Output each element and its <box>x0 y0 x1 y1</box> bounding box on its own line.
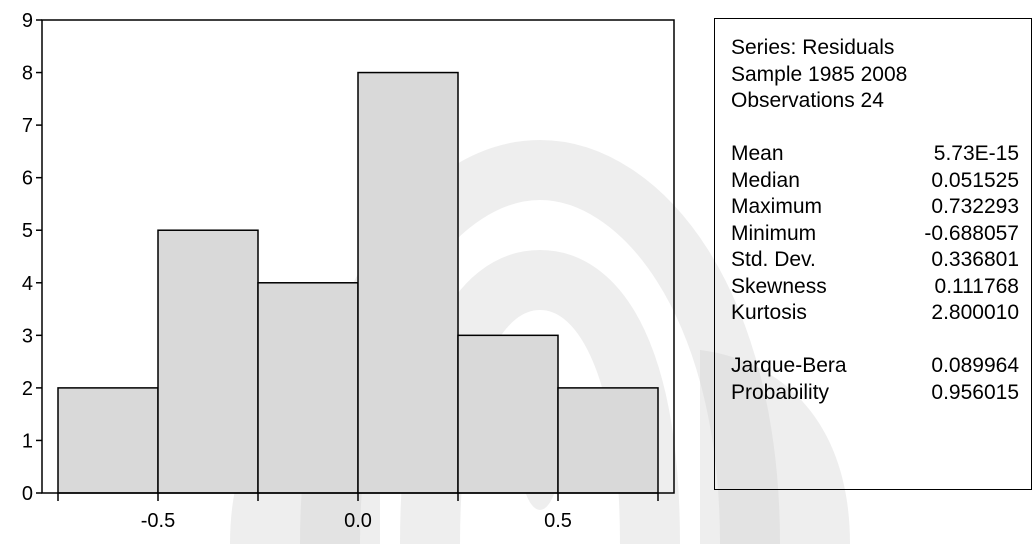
histogram-bar <box>557 387 659 494</box>
x-axis: -0.5 0.0 0.5 <box>57 493 659 532</box>
stat-label: Std. Dev. <box>731 248 816 271</box>
y-tick-label: 6 <box>22 168 33 190</box>
spacer <box>731 327 1019 354</box>
stat-row-maximum: Maximum 0.732293 <box>731 194 1019 221</box>
stat-value: 0.111768 <box>934 274 1019 298</box>
histogram-chart: 0 1 2 3 4 5 6 7 8 9 -0.5 0.0 0.5 <box>22 10 675 532</box>
stat-label: Mean <box>731 142 784 165</box>
y-tick-label: 2 <box>22 378 33 400</box>
stat-row-std-dev: Std. Dev. 0.336801 <box>731 247 1019 274</box>
y-tick-label: 4 <box>22 273 33 295</box>
spacer <box>731 115 1019 142</box>
stat-value: 0.732293 <box>931 195 1019 218</box>
stat-label: Median <box>731 168 800 192</box>
stat-label: Skewness <box>731 274 827 298</box>
stat-value: 2.800010 <box>931 301 1019 324</box>
y-tick-label: 5 <box>22 220 33 242</box>
stat-value: 0.089964 <box>931 354 1019 377</box>
stat-row-skewness: Skewness 0.111768 <box>731 274 1019 301</box>
stat-row-median: Median 0.051525 <box>731 168 1019 195</box>
y-tick-label: 3 <box>22 325 33 347</box>
stats-panel: Series: Residuals Sample 1985 2008 Obser… <box>714 18 1032 490</box>
stat-value: 5.73E-15 <box>933 142 1019 165</box>
stat-label: Probability <box>731 380 830 404</box>
y-tick-label: 8 <box>22 63 33 85</box>
stat-row-jarque-bera: Jarque-Bera 0.089964 <box>731 353 1019 380</box>
bars-group <box>57 71 659 494</box>
observations-count: Observations 24 <box>731 89 884 112</box>
stat-label: Jarque-Bera <box>731 354 847 377</box>
stat-label: Maximum <box>731 195 823 218</box>
y-tick-label: 7 <box>22 115 33 137</box>
y-axis: 0 1 2 3 4 5 6 7 8 9 <box>22 10 42 505</box>
x-tick-label: 0.0 <box>344 510 372 532</box>
sample-range: Sample 1985 2008 <box>731 62 908 86</box>
stat-row-mean: Mean 5.73E-15 <box>731 141 1019 168</box>
histogram-bar <box>357 71 459 494</box>
y-tick-label: 1 <box>22 430 33 452</box>
histogram-bar <box>457 334 559 494</box>
y-tick-label: 9 <box>22 10 33 32</box>
stat-value: 0.956015 <box>931 380 1019 404</box>
x-tick-label: -0.5 <box>141 510 175 532</box>
stat-label: Kurtosis <box>731 301 807 324</box>
histogram-bar <box>157 229 259 494</box>
x-tick-label: 0.5 <box>544 510 572 532</box>
stat-row-kurtosis: Kurtosis 2.800010 <box>731 300 1019 327</box>
stat-row-probability: Probability 0.956015 <box>731 380 1019 407</box>
histogram-bar <box>257 282 359 494</box>
histogram-bar <box>57 387 159 494</box>
stat-row-minimum: Minimum -0.688057 <box>731 221 1019 248</box>
stat-label: Minimum <box>731 221 817 245</box>
series-name: Series: Residuals <box>731 36 895 59</box>
stat-value: 0.336801 <box>931 248 1019 271</box>
stat-value: 0.051525 <box>931 168 1019 192</box>
y-tick-label: 0 <box>22 483 33 505</box>
stat-value: -0.688057 <box>924 221 1019 245</box>
